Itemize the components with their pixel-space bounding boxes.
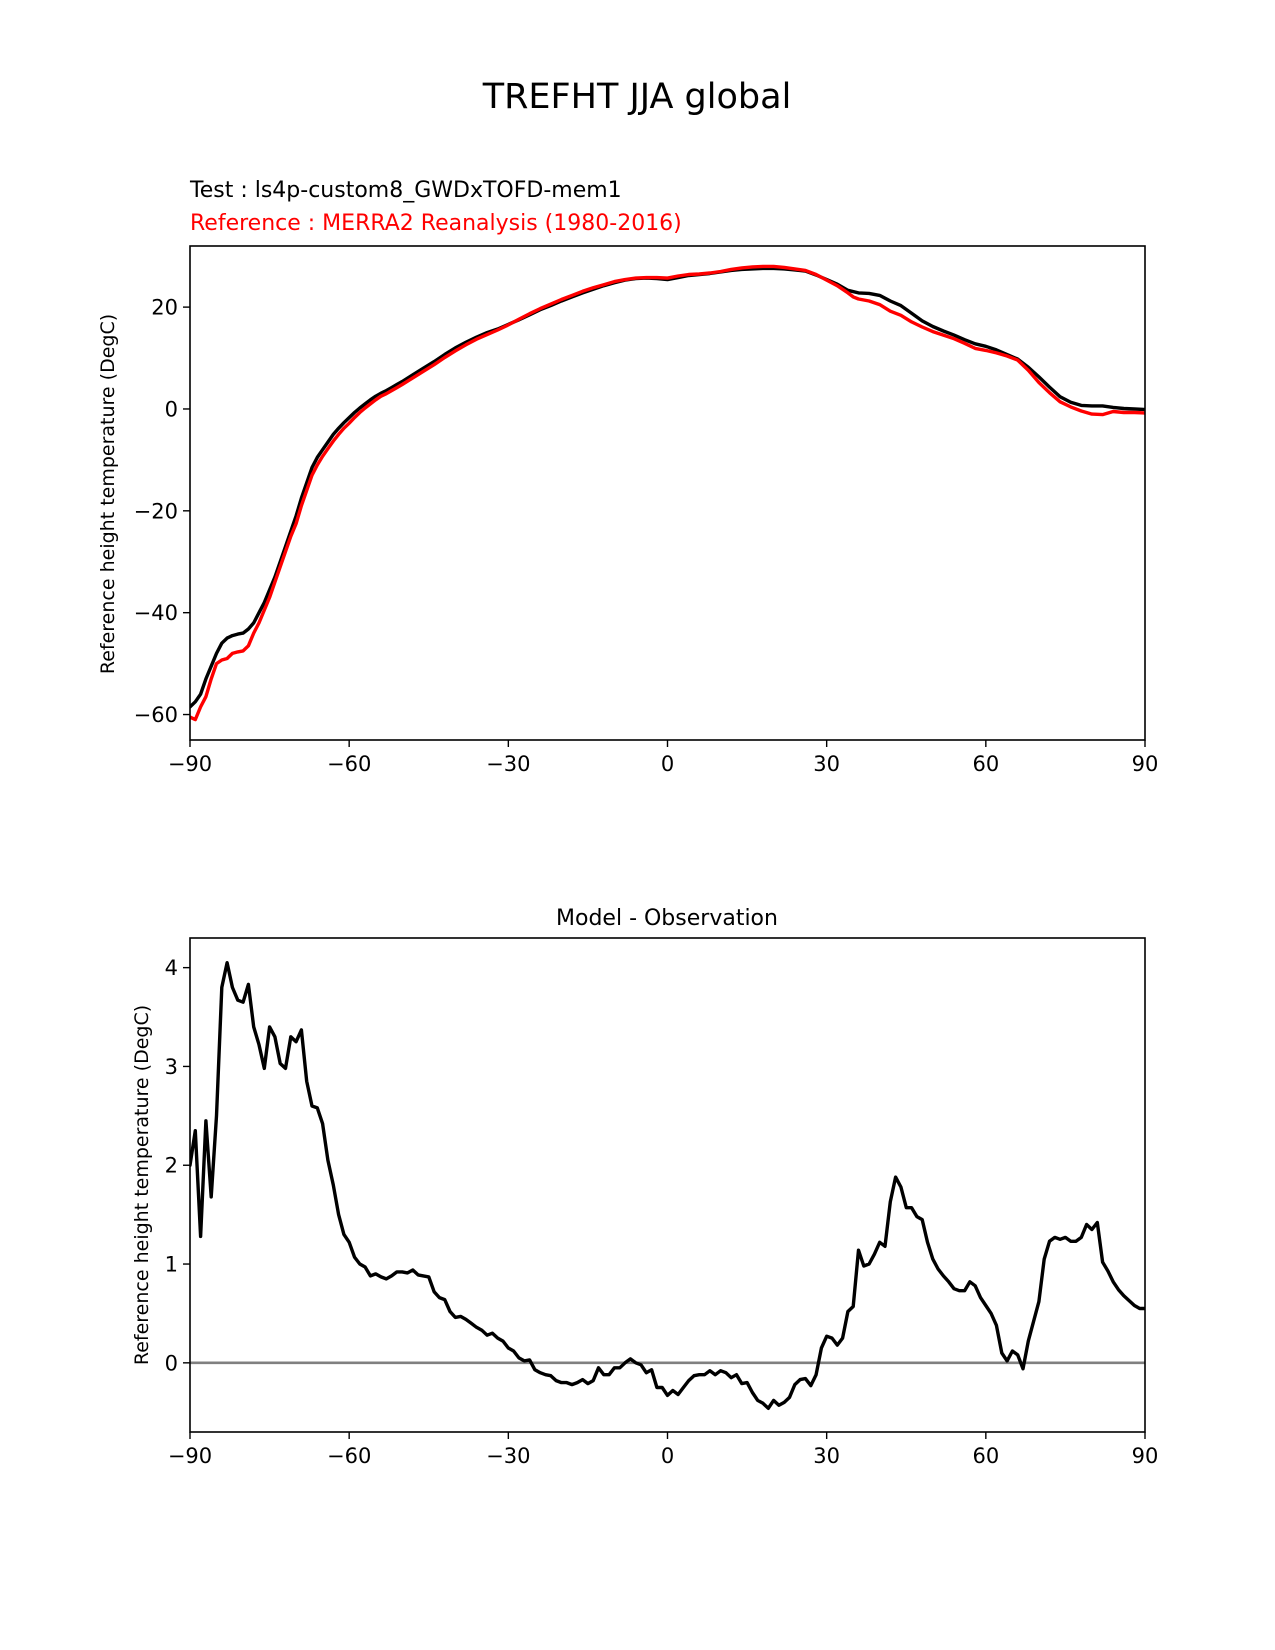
- bottom-y-tick-label: 1: [165, 1253, 178, 1277]
- bottom-x-tick-label: 90: [1132, 1444, 1159, 1468]
- top-x-tick-label: −60: [327, 752, 371, 776]
- top-series-line-test: [190, 266, 1145, 709]
- bottom-series-line-model-observation: [190, 961, 1145, 1411]
- bottom-panel: Model - Observation Reference height tem…: [131, 906, 1158, 1468]
- top-panel: Test : ls4p-custom8_GWDxTOFD-mem1 Refere…: [97, 178, 1158, 776]
- top-x-tick-label: 0: [661, 752, 674, 776]
- top-y-tick-label: −40: [134, 601, 178, 625]
- reference-label: Reference : MERRA2 Reanalysis (1980-2016…: [190, 211, 682, 236]
- top-series: [190, 264, 1145, 722]
- top-x-tick-label: 60: [972, 752, 999, 776]
- bottom-x-tick-label: 30: [813, 1444, 840, 1468]
- bottom-x-tick-label: 0: [661, 1444, 674, 1468]
- bottom-series: [190, 961, 1145, 1411]
- top-series-line-reference: [190, 264, 1145, 722]
- bottom-axis-ticks: −90 −60 −30 0 30 60 90 0 1 2 3 4: [165, 956, 1159, 1468]
- top-y-tick-label: −20: [134, 499, 178, 523]
- top-x-tick-label: 90: [1132, 752, 1159, 776]
- top-y-tick-label: 0: [165, 397, 178, 421]
- bottom-panel-title: Model - Observation: [556, 906, 778, 931]
- top-x-tick-label: −30: [486, 752, 530, 776]
- bottom-y-tick-label: 0: [165, 1351, 178, 1375]
- bottom-x-tick-label: 60: [972, 1444, 999, 1468]
- test-label: Test : ls4p-custom8_GWDxTOFD-mem1: [189, 178, 622, 203]
- top-x-tick-label: 30: [813, 752, 840, 776]
- top-axis-ticks: −90 −60 −30 0 30 60 90 −60 −40 −20 0 20: [134, 296, 1159, 776]
- figure-suptitle: TREFHT JJA global: [482, 77, 792, 117]
- bottom-x-tick-label: −60: [327, 1444, 371, 1468]
- top-y-tick-label: −60: [134, 703, 178, 727]
- top-x-tick-label: −90: [168, 752, 212, 776]
- bottom-y-tick-label: 4: [165, 956, 178, 980]
- bottom-x-tick-label: −90: [168, 1444, 212, 1468]
- bottom-y-tick-label: 2: [165, 1154, 178, 1178]
- bottom-x-tick-label: −30: [486, 1444, 530, 1468]
- top-y-axis-label: Reference height temperature (DegC): [97, 314, 119, 674]
- bottom-y-axis-label: Reference height temperature (DegC): [131, 1005, 153, 1365]
- bottom-y-tick-label: 3: [165, 1055, 178, 1079]
- top-y-tick-label: 20: [151, 296, 178, 320]
- top-plot-frame: [189, 245, 1146, 741]
- bottom-plot-frame: [189, 937, 1146, 1433]
